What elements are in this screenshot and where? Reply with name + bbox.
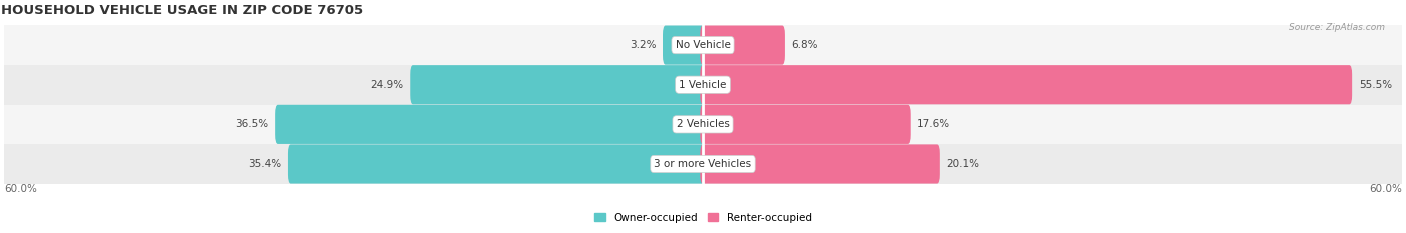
Text: 60.0%: 60.0% — [4, 184, 37, 194]
Text: 36.5%: 36.5% — [235, 119, 269, 129]
Text: 60.0%: 60.0% — [1369, 184, 1402, 194]
Legend: Owner-occupied, Renter-occupied: Owner-occupied, Renter-occupied — [595, 213, 811, 223]
Text: 1 Vehicle: 1 Vehicle — [679, 80, 727, 90]
Text: 6.8%: 6.8% — [792, 40, 818, 50]
Text: 55.5%: 55.5% — [1358, 80, 1392, 90]
Text: 2 Vehicles: 2 Vehicles — [676, 119, 730, 129]
Text: No Vehicle: No Vehicle — [675, 40, 731, 50]
FancyBboxPatch shape — [276, 105, 706, 144]
Bar — [4, 105, 1402, 144]
FancyBboxPatch shape — [700, 65, 1353, 104]
FancyBboxPatch shape — [700, 105, 911, 144]
FancyBboxPatch shape — [664, 26, 706, 65]
FancyBboxPatch shape — [700, 26, 785, 65]
Text: 20.1%: 20.1% — [946, 159, 980, 169]
FancyBboxPatch shape — [700, 144, 939, 184]
Text: 3.2%: 3.2% — [630, 40, 657, 50]
Text: 24.9%: 24.9% — [371, 80, 404, 90]
Text: 3 or more Vehicles: 3 or more Vehicles — [654, 159, 752, 169]
FancyBboxPatch shape — [288, 144, 706, 184]
Text: 35.4%: 35.4% — [249, 159, 281, 169]
Text: HOUSEHOLD VEHICLE USAGE IN ZIP CODE 76705: HOUSEHOLD VEHICLE USAGE IN ZIP CODE 7670… — [1, 4, 364, 17]
Bar — [4, 144, 1402, 184]
Text: 17.6%: 17.6% — [917, 119, 950, 129]
FancyBboxPatch shape — [411, 65, 706, 104]
Text: Source: ZipAtlas.com: Source: ZipAtlas.com — [1289, 23, 1385, 32]
Bar — [4, 25, 1402, 65]
Bar — [4, 65, 1402, 105]
